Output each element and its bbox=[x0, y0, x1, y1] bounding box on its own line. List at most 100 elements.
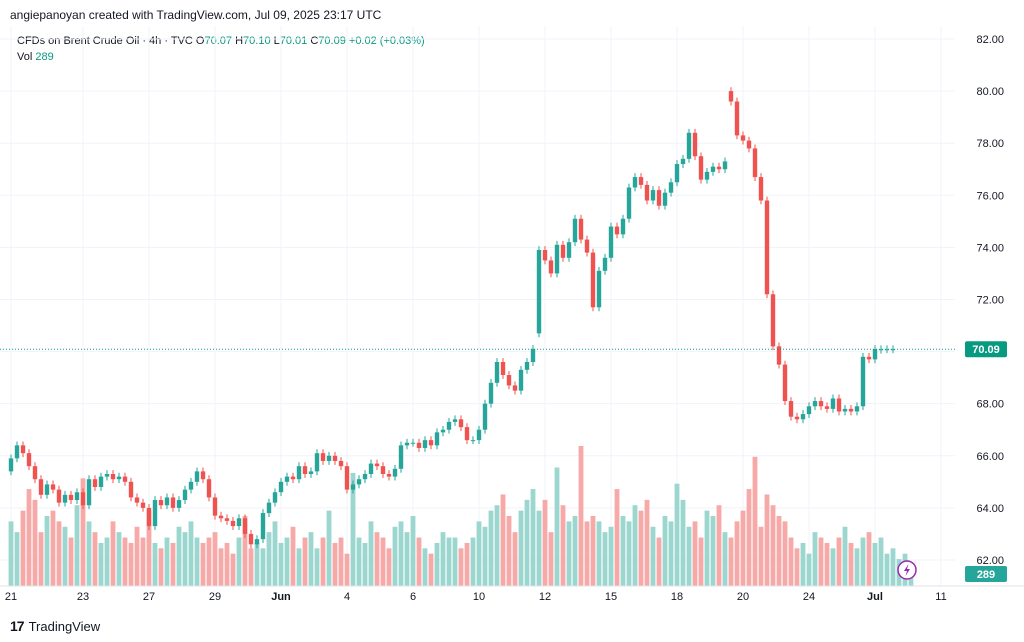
volume-bar bbox=[170, 542, 176, 586]
volume-bar bbox=[482, 526, 488, 586]
x-tick-label: 4 bbox=[344, 591, 350, 603]
candle-body bbox=[332, 455, 338, 461]
volume-bar bbox=[614, 489, 620, 586]
price-axis: 82.0080.0078.0076.0074.0072.0070.0068.00… bbox=[976, 34, 1004, 567]
candle-body bbox=[854, 406, 860, 412]
volume-bar bbox=[446, 537, 452, 586]
candle-body bbox=[104, 474, 110, 477]
lightning-icon[interactable] bbox=[897, 560, 917, 580]
volume-bar bbox=[506, 516, 512, 586]
candle-body bbox=[374, 463, 380, 467]
candle-body bbox=[722, 161, 728, 170]
candle-body bbox=[182, 489, 188, 501]
volume-bar bbox=[878, 537, 884, 586]
candle-body bbox=[200, 471, 206, 480]
volume-bar bbox=[746, 489, 752, 586]
legend-volume-row: Vol 289 bbox=[17, 49, 425, 65]
candle-body bbox=[290, 476, 296, 480]
volume-bar bbox=[602, 532, 608, 586]
candle-body bbox=[50, 484, 56, 490]
candle-body bbox=[152, 500, 158, 527]
candle-body bbox=[686, 132, 692, 159]
x-tick-label: 20 bbox=[737, 591, 749, 603]
candle-body bbox=[302, 466, 308, 474]
candle-body bbox=[848, 408, 854, 412]
candle-body bbox=[134, 497, 140, 503]
candle-body bbox=[80, 492, 86, 506]
candle-body bbox=[782, 364, 788, 402]
candlestick-chart[interactable]: 82.0080.0078.0076.0074.0072.0070.0068.00… bbox=[0, 26, 1024, 612]
candle-body bbox=[416, 442, 422, 448]
volume-bar bbox=[818, 537, 824, 586]
candle-body bbox=[278, 481, 284, 493]
x-tick-label: 6 bbox=[410, 591, 416, 603]
candle-body bbox=[320, 453, 326, 461]
candle-body bbox=[584, 239, 590, 253]
volume-bar bbox=[140, 537, 146, 586]
y-tick-label: 76.00 bbox=[976, 190, 1004, 202]
legend-high-value: 70.10 bbox=[243, 35, 271, 47]
volume-bar bbox=[320, 537, 326, 586]
candle-body bbox=[86, 479, 92, 506]
candle-body bbox=[260, 513, 266, 540]
volume-bar bbox=[710, 516, 716, 586]
legend-low-label: L bbox=[273, 35, 280, 47]
candle-body bbox=[818, 401, 824, 407]
volume-bar bbox=[890, 548, 896, 586]
volume-bars bbox=[8, 446, 914, 586]
candle-body bbox=[308, 471, 314, 474]
volume-bar bbox=[800, 542, 806, 586]
svg-text:289: 289 bbox=[977, 569, 995, 581]
candle-body bbox=[176, 500, 182, 508]
volume-bar bbox=[662, 516, 668, 586]
volume-bar bbox=[74, 505, 80, 586]
candle-body bbox=[578, 218, 584, 240]
volume-bar bbox=[860, 537, 866, 586]
candle-body bbox=[476, 429, 482, 441]
volume-bar bbox=[50, 510, 56, 586]
legend-close-label: C bbox=[310, 35, 319, 47]
volume-bar bbox=[200, 542, 206, 586]
candle-body bbox=[794, 416, 800, 420]
volume-bar bbox=[836, 537, 842, 586]
volume-bar bbox=[68, 537, 74, 586]
volume-bar bbox=[500, 494, 506, 586]
volume-bar bbox=[278, 542, 284, 586]
volume-bar bbox=[842, 526, 848, 586]
volume-bar bbox=[230, 553, 236, 586]
candle-body bbox=[824, 406, 830, 409]
candle-body bbox=[500, 362, 506, 376]
candle-body bbox=[746, 140, 752, 149]
candle-body bbox=[626, 187, 632, 219]
candle-body bbox=[128, 481, 134, 498]
volume-bar bbox=[128, 542, 134, 586]
volume-bar bbox=[356, 537, 362, 586]
volume-bar bbox=[758, 526, 764, 586]
y-tick-label: 66.00 bbox=[976, 451, 1004, 463]
x-tick-label: 10 bbox=[473, 591, 485, 603]
candle-body bbox=[380, 466, 386, 474]
volume-bar bbox=[236, 537, 242, 586]
candle-body bbox=[206, 479, 212, 498]
volume-bar bbox=[350, 472, 356, 586]
volume-bar bbox=[830, 548, 836, 586]
candle-body bbox=[482, 403, 488, 430]
x-tick-label: 21 bbox=[5, 591, 17, 603]
volume-bar bbox=[470, 537, 476, 586]
volume-bar bbox=[98, 542, 104, 586]
candle-body bbox=[716, 166, 722, 170]
volume-bar bbox=[8, 521, 14, 586]
volume-bar bbox=[272, 521, 278, 586]
y-tick-label: 64.00 bbox=[976, 503, 1004, 515]
volume-bar bbox=[770, 505, 776, 586]
candle-body bbox=[32, 466, 38, 480]
candle-body bbox=[884, 349, 890, 351]
candle-body bbox=[542, 250, 548, 261]
volume-bar bbox=[302, 537, 308, 586]
candle-body bbox=[386, 474, 392, 477]
candle-body bbox=[98, 476, 104, 488]
x-tick-label: 15 bbox=[605, 591, 617, 603]
candle-body bbox=[650, 190, 656, 201]
volume-bar bbox=[338, 537, 344, 586]
candle-body bbox=[836, 398, 842, 412]
